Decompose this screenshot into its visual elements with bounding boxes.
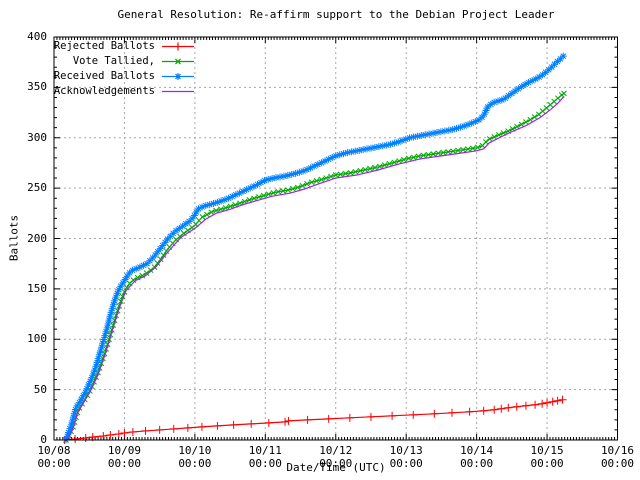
y-tick-label: 250 [27,181,47,195]
legend-row-acknowledgements: Acknowledgements [0,84,200,99]
x-tick-label: 10/14 00:00 [460,444,494,470]
legend-row-vote-tallied: Vote Tallied, [0,54,200,69]
legend-row-received-ballots: Received Ballots [0,69,200,84]
legend-label: Vote Tallied, [72,55,155,67]
legend-row-rejected-ballots: Rejected Ballots [0,39,200,54]
x-tick-label: 10/10 00:00 [178,444,212,470]
x-tick-label: 10/16 00:00 [600,444,635,470]
y-tick-label: 350 [27,80,47,94]
y-tick-label: 300 [27,130,47,144]
chart-title: General Resolution: Re-affirm support to… [117,8,555,21]
y-tick-label: 150 [27,281,47,295]
legend-label: Rejected Ballots [53,40,155,52]
legend-label: Received Ballots [53,70,155,82]
legend-label: Acknowledgements [53,85,155,97]
x-axis-title: Date/Time (UTC) [286,461,386,474]
y-tick-label: 200 [27,231,47,245]
x-tick-label: 10/13 00:00 [389,444,423,470]
x-tick-label: 10/15 00:00 [530,444,564,470]
legend-line-sample-icon [162,42,194,51]
legend-line-sample-icon [162,73,194,80]
y-tick-label: 0 [40,433,47,446]
x-tick-label: 10/09 00:00 [107,444,141,470]
y-tick-label: 400 [27,30,47,43]
legend-line-sample-icon [162,90,194,93]
x-tick-label: 10/12 00:00 [319,444,353,470]
y-tick-label: 50 [33,382,47,396]
legend-line-sample-icon [162,58,194,65]
y-tick-label: 100 [27,332,47,346]
x-tick-label: 10/11 00:00 [248,444,282,470]
x-tick-label: 10/08 00:00 [37,444,71,470]
